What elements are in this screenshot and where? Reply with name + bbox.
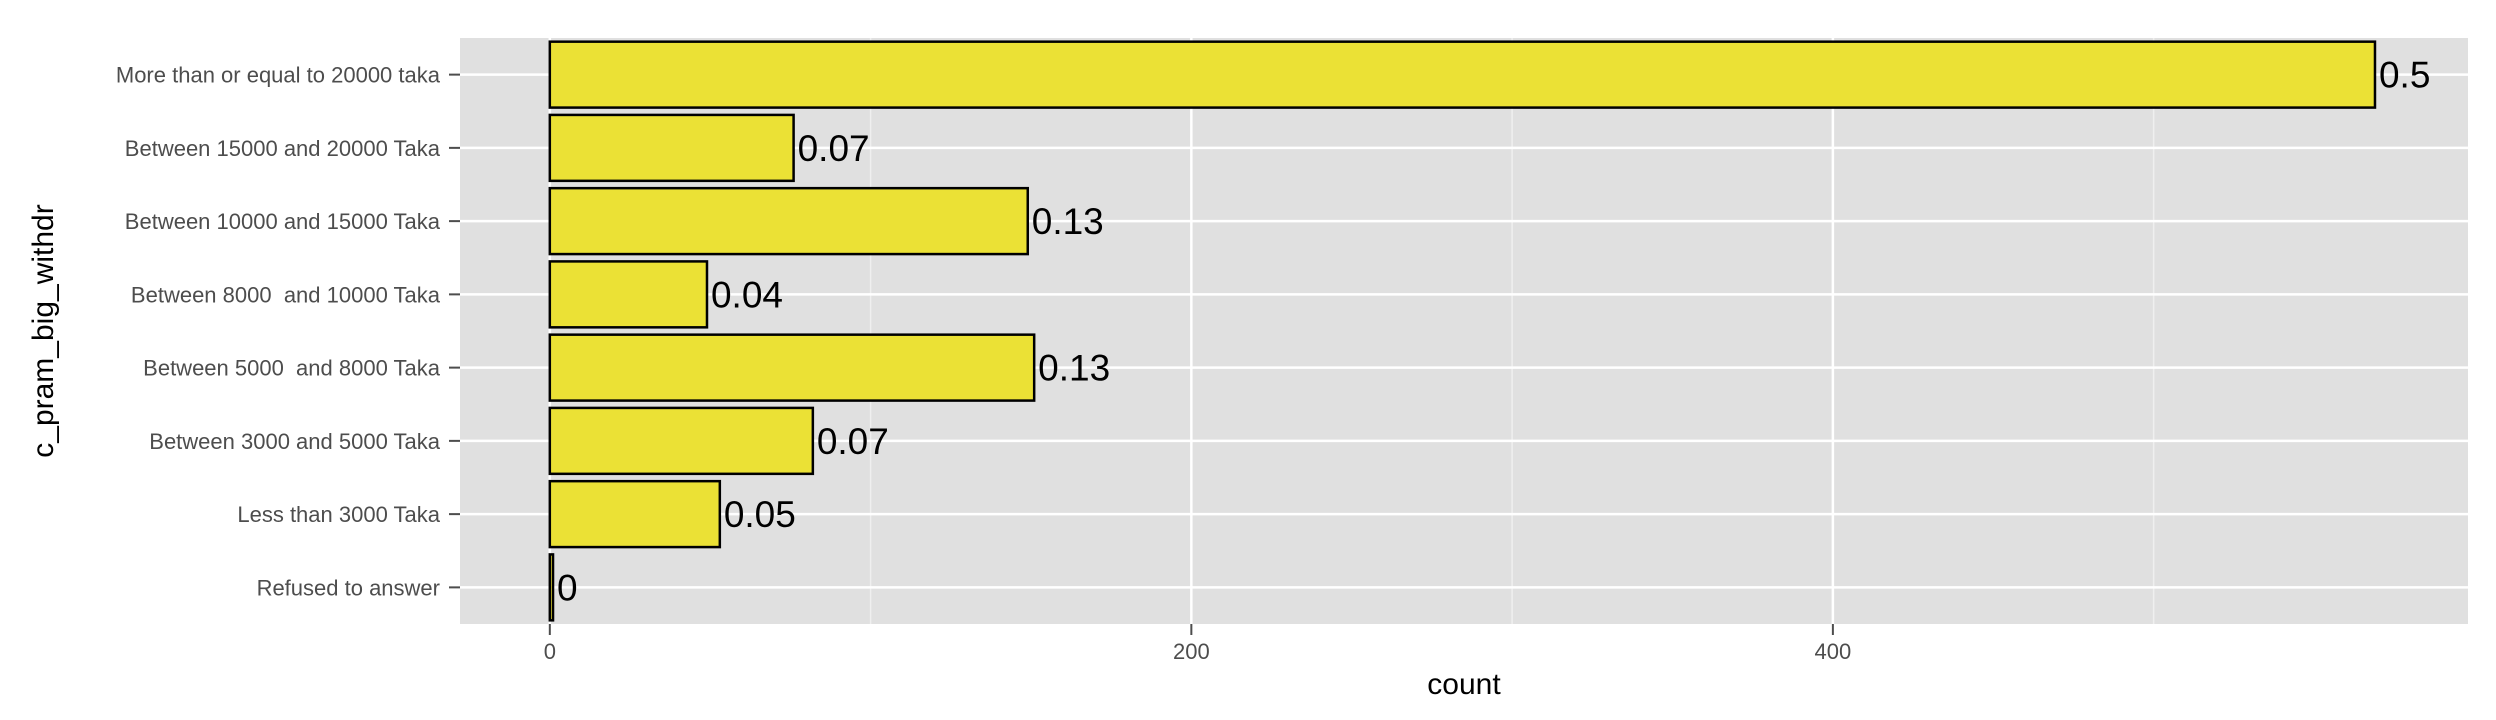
x-tick-label: 200 — [1173, 639, 1210, 664]
y-tick-label: Refused to answer — [257, 575, 440, 600]
y-tick-label: Between 3000 and 5000 Taka — [149, 429, 440, 454]
x-axis-title: count — [1427, 668, 1501, 701]
y-axis-title: c_pram_big_withdr — [27, 204, 60, 457]
bar — [548, 553, 555, 622]
bar — [548, 479, 722, 549]
bar-data-label: 0.07 — [817, 421, 889, 462]
x-tick-label: 0 — [544, 639, 556, 664]
y-tick-label: Between 8000 and 10000 Taka — [131, 282, 441, 307]
bars-group: 0.5 0.07 0.13 0.04 0.13 0.07 0.05 0 — [548, 40, 2430, 622]
x-axis: 0 200 400 — [544, 624, 1852, 664]
y-tick-label: More than or equal to 20000 taka — [116, 63, 441, 88]
y-tick-label: Between 5000 and 8000 Taka — [143, 356, 441, 381]
bar-data-label: 0.13 — [1032, 201, 1104, 242]
x-tick-label: 400 — [1815, 639, 1852, 664]
bar-data-label: 0.13 — [1038, 348, 1110, 389]
bar-data-label: 0.07 — [798, 128, 870, 169]
y-axis-tick-labels: More than or equal to 20000 taka Between … — [116, 63, 460, 600]
bar — [548, 406, 815, 476]
y-tick-label: Between 15000 and 20000 Taka — [125, 136, 441, 161]
bar-data-label: 0.5 — [2379, 55, 2430, 96]
bar — [548, 260, 709, 329]
bar — [548, 113, 795, 183]
bar-data-label: 0 — [557, 567, 578, 608]
bar — [548, 333, 1036, 402]
bar-data-label: 0.05 — [724, 494, 796, 535]
y-tick-label: Between 10000 and 15000 Taka — [125, 209, 441, 234]
y-tick-label: Less than 3000 Taka — [237, 502, 440, 527]
bar — [548, 186, 1030, 256]
bar-data-label: 0.04 — [711, 274, 783, 315]
bar — [548, 40, 2377, 109]
